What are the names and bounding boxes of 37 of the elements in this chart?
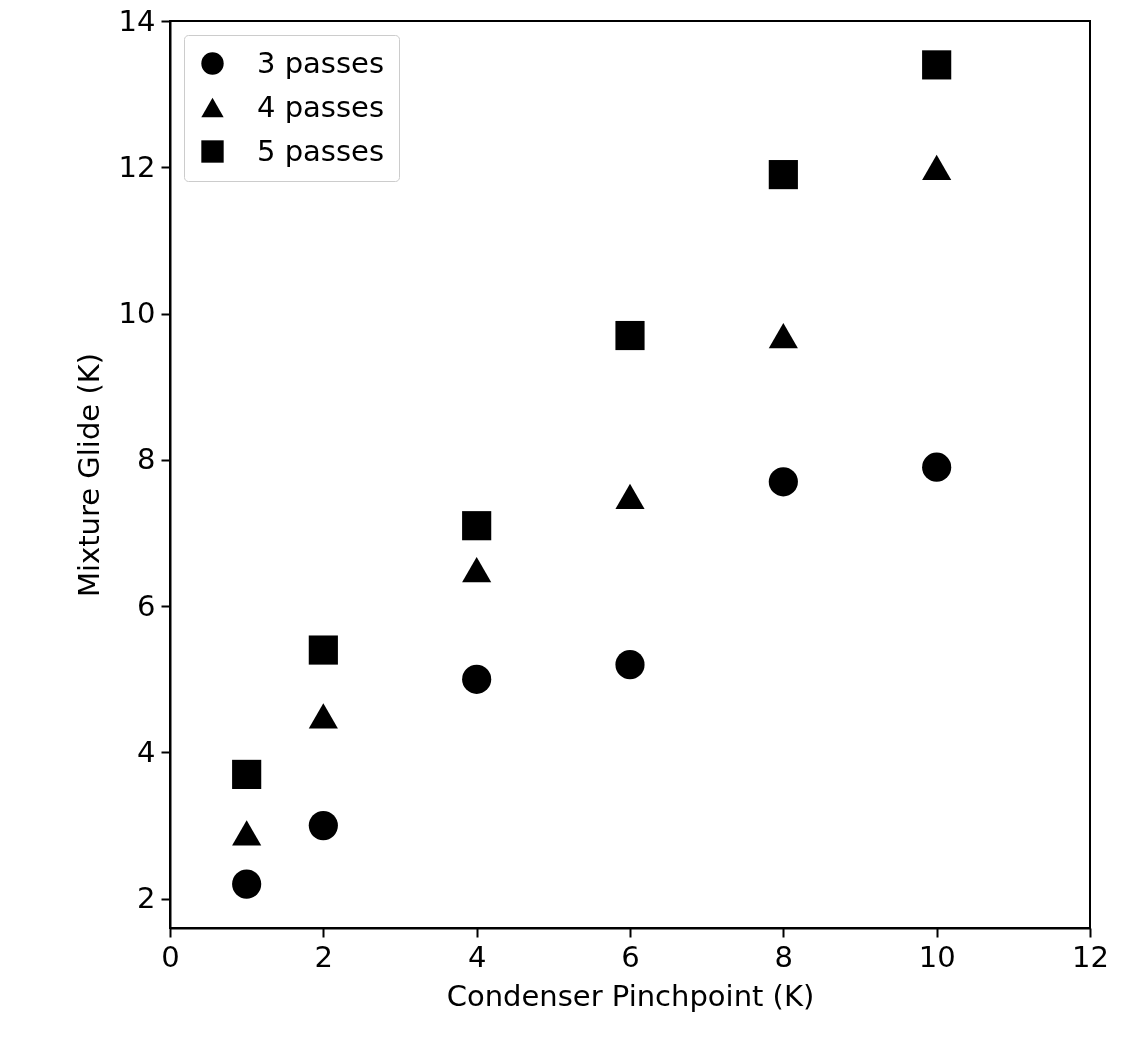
- point: [768, 160, 798, 190]
- point: [615, 320, 645, 351]
- point: [615, 483, 645, 510]
- point: [922, 50, 952, 80]
- point: [462, 664, 492, 694]
- point: [232, 869, 262, 899]
- y-tick-label: 14: [118, 3, 156, 38]
- point: [462, 556, 492, 583]
- point: [922, 452, 952, 482]
- point: [308, 811, 338, 841]
- y-tick-label: 12: [118, 149, 156, 184]
- y-axis-title: Mixture Glide (K): [71, 352, 106, 598]
- x-tick-label: 10: [918, 939, 956, 974]
- point: [232, 820, 262, 846]
- point: [308, 703, 338, 729]
- x-tick-label: 12: [1072, 939, 1109, 974]
- x-tick-label: 4: [467, 939, 487, 974]
- point: [615, 650, 645, 680]
- point: [232, 759, 262, 789]
- legend-label: 4 passes: [257, 89, 385, 124]
- y-tick-label: 4: [137, 734, 156, 769]
- x-tick-label: 0: [161, 939, 180, 974]
- point: [462, 511, 492, 541]
- legend-label: 3 passes: [257, 45, 385, 80]
- x-tick-label: 6: [621, 939, 640, 974]
- point: [768, 322, 798, 349]
- x-tick-label: 8: [774, 939, 794, 974]
- y-tick-label: 10: [118, 296, 156, 331]
- y-tick-label: 6: [137, 588, 156, 623]
- y-tick-label: 2: [137, 881, 156, 916]
- legend-label: 5 passes: [257, 133, 385, 168]
- y-tick-label: 8: [137, 442, 156, 477]
- point: [308, 635, 338, 665]
- point: [768, 467, 798, 497]
- x-tick-label: 2: [314, 939, 334, 974]
- point: [922, 154, 952, 180]
- x-axis-title: Condenser Pinchpoint (K): [446, 978, 815, 1013]
